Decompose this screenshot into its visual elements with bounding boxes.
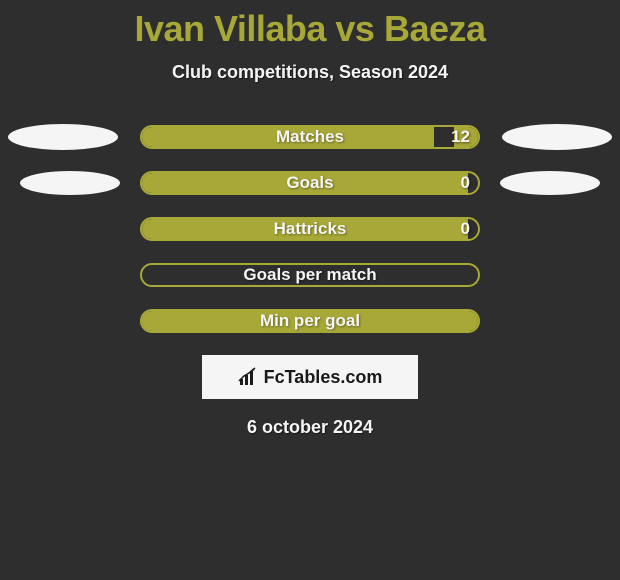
stat-bar: Min per goal [140, 309, 480, 333]
subtitle: Club competitions, Season 2024 [0, 62, 620, 83]
date-label: 6 october 2024 [0, 417, 620, 438]
bar-chart-icon [238, 367, 260, 387]
player-right-marker [500, 171, 600, 195]
stat-row: Matches12 [0, 125, 620, 149]
player-right-marker [502, 124, 612, 150]
brand-badge[interactable]: FcTables.com [202, 355, 418, 399]
stat-label: Goals per match [142, 265, 478, 285]
stat-row: Min per goal [0, 309, 620, 333]
player-left-marker [8, 124, 118, 150]
comparison-widget: Ivan Villaba vs Baeza Club competitions,… [0, 0, 620, 580]
stat-bar: Goals per match [140, 263, 480, 287]
stat-value-right: 0 [461, 173, 470, 193]
stat-bar: Hattricks [140, 217, 480, 241]
stat-row: Hattricks0 [0, 217, 620, 241]
stat-row: Goals per match [0, 263, 620, 287]
player-left-marker [20, 171, 120, 195]
page-title: Ivan Villaba vs Baeza [0, 8, 620, 50]
brand-text: FcTables.com [264, 367, 383, 388]
stat-rows: Matches12Goals0Hattricks0Goals per match… [0, 125, 620, 333]
stat-bar: Goals [140, 171, 480, 195]
stat-value-right: 0 [461, 219, 470, 239]
stat-row: Goals0 [0, 171, 620, 195]
stat-value-right: 12 [451, 127, 470, 147]
stat-bar: Matches [140, 125, 480, 149]
